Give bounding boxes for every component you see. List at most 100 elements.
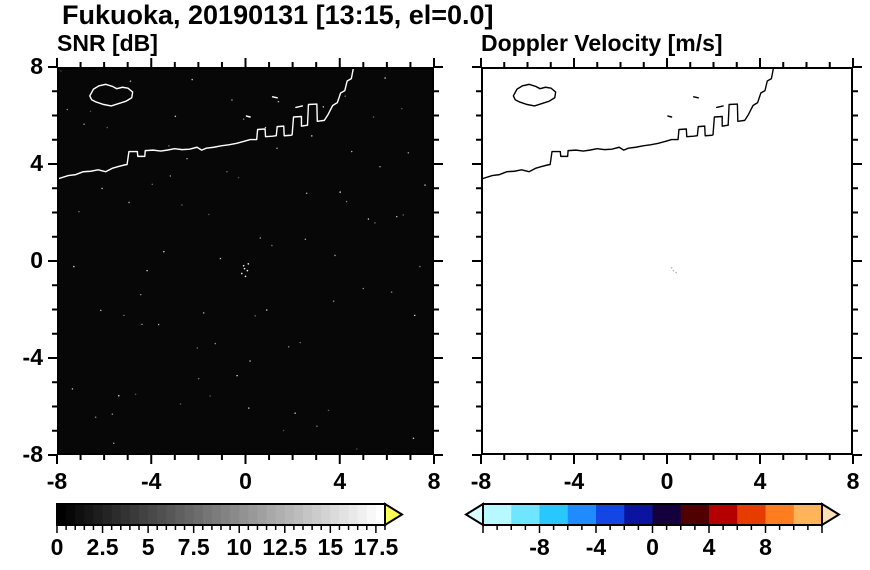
snr-colorbar-segment [230,504,240,525]
snr-colorbar-segment [129,504,140,525]
snr-colorbar-segment [166,504,177,525]
noise-speckle [123,314,125,317]
doppler-colorbar-segment [596,504,625,525]
snr-colorbar-segment [330,504,341,525]
doppler-colorbar-segment [737,504,767,525]
noise-speckle [134,393,137,396]
noise-speckle [419,265,421,268]
noise-speckle [100,309,102,312]
noise-speckle [282,429,285,432]
snr-coastline-map [59,69,426,450]
snr-colorbar-segment [102,504,113,525]
noise-speckle [305,192,308,194]
snr-colorbar-segment [248,504,259,525]
noise-speckle [179,403,182,405]
doppler-colorbar-segment [483,504,512,525]
noise-speckle [129,80,132,82]
doppler-colorbar-segment [793,504,823,525]
noise-speckle [219,257,222,260]
snr-colorbar-segment [111,504,122,525]
snr-colorbar-segment [339,504,350,525]
snr-panel-title: SNR [dB] [57,30,158,56]
noise-speckle [287,345,290,348]
snr-colorbar-segment [348,504,359,525]
noise-speckle [191,78,193,81]
noise-speckle [202,312,205,314]
figure-title: Fukuoka, 20190131 [13:15, el=0.0] [62,0,494,30]
noise-speckle [196,347,199,349]
x-tick-label: 4 [753,468,767,494]
doppler-colorbar-segment [652,504,682,525]
noise-speckle [277,100,280,103]
noise-speckle [146,269,148,272]
snr-colorbar-tick-label: 10 [226,534,253,560]
doppler-colorbar-segment [567,504,597,525]
coastline-outline [483,69,774,180]
snr-colorbar-segment [157,504,167,525]
x-tick-label: -8 [470,468,492,494]
snr-colorbar-segment [57,504,67,525]
coastline-outline [59,69,354,180]
snr-colorbar-segment [303,504,313,525]
center-echo-dot [247,263,250,265]
snr-colorbar-segment [293,504,304,525]
noise-speckle [249,360,251,362]
y-tick-label: 0 [30,247,43,273]
noise-speckle [242,118,245,120]
noise-speckle [83,123,85,125]
snr-colorbar-segment [239,504,249,525]
noise-speckle [311,135,313,137]
snr-colorbar-tick-label: 15 [317,534,344,560]
noise-speckle [384,77,386,79]
center-echo-dot [243,267,246,270]
center-echo-dot [670,266,673,269]
doppler-colorbar-segment [680,504,710,525]
noise-speckle [101,187,103,190]
snr-colorbar-frame [56,503,386,526]
noise-speckle [118,394,120,397]
noise-speckle [266,309,268,311]
snr-colorbar-over-arrow [384,502,404,527]
noise-speckle [271,244,273,247]
snr-colorbar-tick-label: 2.5 [86,534,119,560]
x-tick-label: 0 [660,468,674,494]
snr-colorbar-segment [375,504,386,525]
doppler-colorbar-segment [765,504,795,525]
noise-speckle [157,323,160,326]
noise-speckle [89,110,92,113]
noise-speckle [94,416,97,418]
snr-colorbar-segment [366,504,377,525]
noise-speckle [71,388,74,390]
snr-colorbar-segment [193,504,204,525]
noise-speckle [236,374,238,377]
center-echo-dot [240,272,243,275]
center-echo-dot [244,275,247,278]
noise-speckle [128,201,130,204]
noise-speckle [254,315,256,317]
snr-colorbar-segment [84,504,95,525]
islet-marks [245,96,304,118]
noise-speckle [402,214,404,216]
noise-speckle [169,175,172,177]
doppler-colorbar-tick-label: -8 [529,534,550,560]
y-tick-label: -8 [22,441,43,467]
noise-speckle [151,183,153,186]
noise-speckle [299,341,301,344]
noise-speckle [345,200,348,203]
noise-speckle [66,108,69,111]
doppler-colorbar-over-arrow [821,502,841,527]
noise-speckle [186,157,188,160]
noise-speckle [401,107,403,110]
center-echo-dot [675,271,677,274]
noise-speckle [112,442,115,444]
noise-speckle [322,106,325,108]
snr-colorbar-segment [211,504,222,525]
noise-speckle [174,115,177,118]
noise-speckle [372,116,375,118]
island-outline [512,83,557,107]
noise-speckle [61,177,63,179]
island-outline [89,83,134,107]
noise-speckle [264,126,267,129]
doppler-colorbar-tick-label: 4 [702,534,716,560]
